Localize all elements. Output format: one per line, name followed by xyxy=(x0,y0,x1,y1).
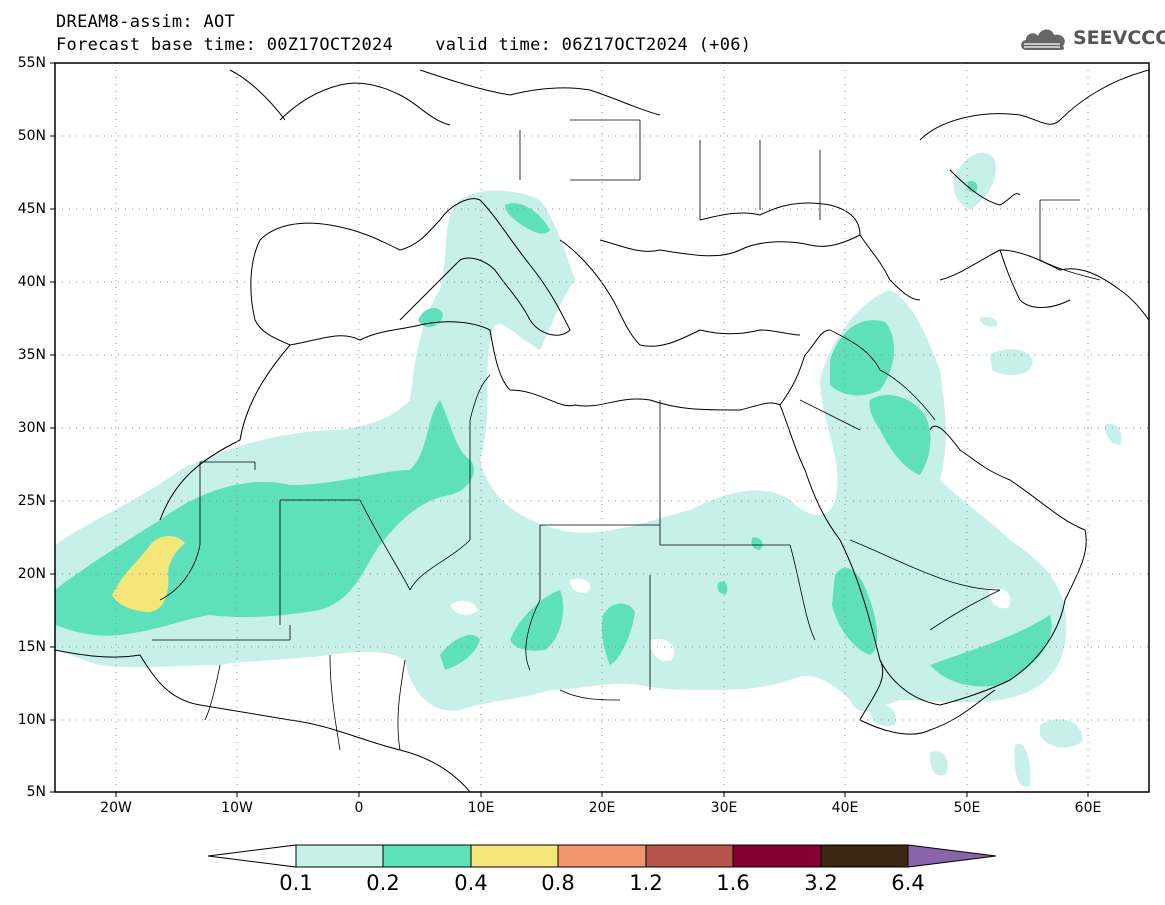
logo-text: SEEVCCC xyxy=(1073,27,1165,49)
lat-tick-label: 20N xyxy=(17,566,46,582)
colorbar-box-1 xyxy=(295,844,384,868)
colorbar-box-7 xyxy=(820,844,909,868)
lat-tick-label: 50N xyxy=(17,128,46,144)
lon-tick-label: 20W xyxy=(100,800,132,816)
colorbar-box-4 xyxy=(557,844,647,868)
colorbar-label: 0.4 xyxy=(454,871,488,895)
lat-tick-label: 15N xyxy=(17,639,46,655)
lon-tick-label: 50E xyxy=(953,800,981,816)
colorbar-box-3 xyxy=(470,844,559,868)
colorbar-label: 0.2 xyxy=(366,871,400,895)
aot-holes xyxy=(450,578,1011,661)
lon-tick-label: 10W xyxy=(221,800,253,816)
colorbar-label: 6.4 xyxy=(891,871,925,895)
colorbar xyxy=(207,844,997,868)
forecast-time-line: Forecast base time: 00Z17OCT2024 valid t… xyxy=(56,35,752,55)
axis-ticks xyxy=(50,62,1089,797)
lat-tick-label: 5N xyxy=(26,784,46,800)
aot-contour-0.1 xyxy=(55,152,1122,787)
colorbar-over-triangle xyxy=(907,844,997,868)
lat-tick-label: 30N xyxy=(17,420,46,436)
cloud-icon xyxy=(1021,29,1065,50)
colorbar-label: 0.8 xyxy=(541,871,575,895)
lon-tick-label: 20E xyxy=(588,800,616,816)
colorbar-box-6 xyxy=(732,844,822,868)
aot-contour-0.4 xyxy=(112,536,185,612)
map-panel xyxy=(55,63,1149,792)
lon-tick-label: 0 xyxy=(354,800,364,816)
grid-lines xyxy=(55,63,1149,792)
lon-tick-label: 30E xyxy=(710,800,738,816)
colorbar-label: 0.1 xyxy=(279,871,313,895)
lon-tick-label: 10E xyxy=(467,800,495,816)
country-borders xyxy=(152,119,1101,751)
colorbar-box-5 xyxy=(645,844,734,868)
lon-tick-label: 40E xyxy=(831,800,859,816)
coastlines xyxy=(55,69,1149,792)
colorbar-box-2 xyxy=(382,844,472,868)
lat-tick-label: 45N xyxy=(17,201,46,217)
colorbar-under-triangle xyxy=(207,844,297,868)
lat-tick-label: 10N xyxy=(17,712,46,728)
lat-tick-label: 35N xyxy=(17,347,46,363)
lat-tick-label: 40N xyxy=(17,274,46,290)
colorbar-label: 1.6 xyxy=(716,871,750,895)
colorbar-label: 3.2 xyxy=(804,871,838,895)
seevccc-logo: SEEVCCC xyxy=(1018,24,1165,52)
map-title: DREAM8-assim: AOT xyxy=(56,12,236,32)
lat-tick-label: 55N xyxy=(17,55,46,71)
lon-tick-label: 60E xyxy=(1074,800,1102,816)
lat-tick-label: 25N xyxy=(17,493,46,509)
colorbar-label: 1.2 xyxy=(629,871,663,895)
